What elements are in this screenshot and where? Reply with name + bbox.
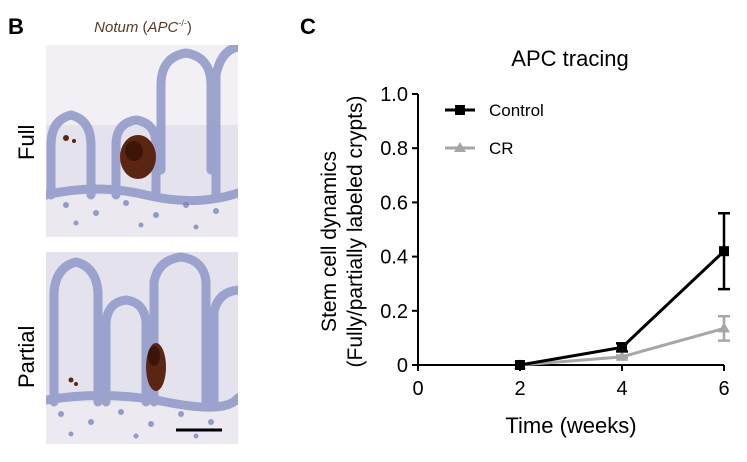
panel-b-label: B: [8, 14, 24, 39]
title-paren-close: ): [186, 19, 192, 36]
title-paren-open: (: [138, 19, 148, 36]
chart-title: APC tracing: [511, 46, 628, 71]
y-tick-label: 0.6: [380, 192, 408, 214]
x-tick-label: 6: [718, 378, 729, 400]
y-tick-label: 0.4: [380, 247, 408, 269]
genotype-superscript: -/-: [178, 18, 187, 28]
micrograph-title: Notum (APC-/-): [48, 18, 238, 36]
x-tick-label: 0: [412, 378, 423, 400]
gene-name: Notum: [94, 19, 139, 36]
data-point-cr: [616, 350, 628, 361]
row-label-full: Full: [14, 124, 39, 160]
legend-label-cr: CR: [489, 139, 514, 158]
line-chart: APC tracing 0 0.2 0.4 0.6 0.8 1.0 0 2 4 6 Time (wee…: [318, 46, 730, 438]
data-point-control: [515, 360, 525, 370]
y-axis-label-line1: Stem cell dynamics: [318, 151, 341, 332]
y-tick-label: 0.2: [380, 301, 408, 323]
data-point-cr: [718, 322, 730, 333]
micrograph-full: [46, 45, 238, 237]
data-point-control: [617, 342, 627, 353]
y-tick-label: 1.0: [380, 84, 408, 106]
y-tick-label: 0.8: [380, 138, 408, 160]
data-point-control: [719, 246, 729, 257]
legend-marker-cr: [454, 142, 466, 152]
micrograph-partial: [46, 252, 238, 444]
x-tick-label: 2: [514, 378, 525, 400]
x-tick-label: 4: [616, 378, 627, 400]
legend-marker-control: [455, 105, 465, 115]
genotype-name: APC: [147, 19, 179, 36]
legend-label-control: Control: [489, 101, 544, 120]
y-tick-label: 0: [397, 355, 408, 377]
panel-c-label: C: [300, 14, 316, 39]
chart-layer: APC tracing 0 0.2 0.4 0.6 0.8 1.0 0 2 4 6 Time (wee…: [318, 46, 730, 438]
row-label-partial: Partial: [14, 325, 39, 388]
x-axis-label: Time (weeks): [505, 413, 636, 438]
y-axis-label-line2: (Fully/partially labeled crypts): [344, 96, 367, 368]
